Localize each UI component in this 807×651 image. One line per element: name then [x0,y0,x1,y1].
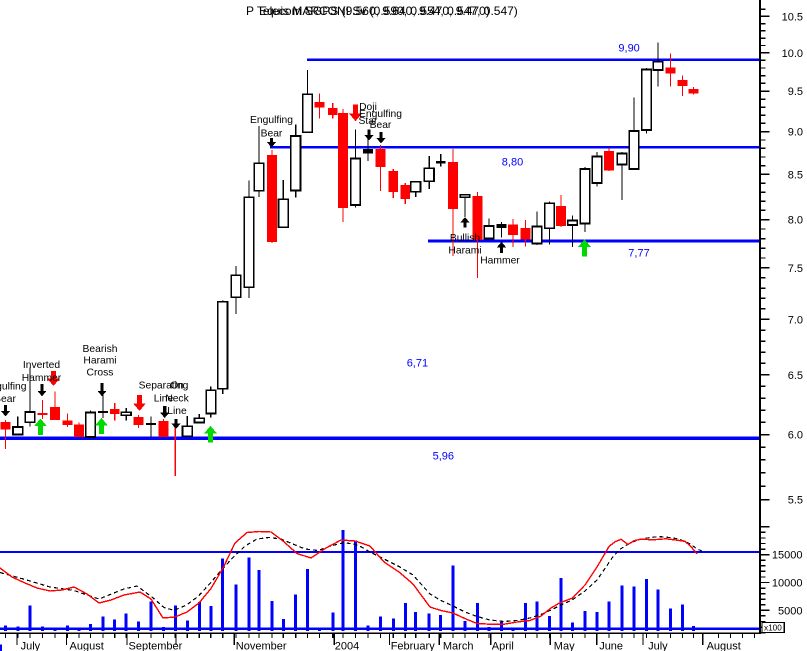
svg-text:15000: 15000 [772,550,803,562]
svg-text:Line: Line [167,406,187,417]
svg-text:7,77: 7,77 [628,248,649,260]
svg-text:July: July [21,641,41,651]
svg-text:6,71: 6,71 [407,358,428,370]
svg-text:8.0: 8.0 [788,215,803,227]
svg-text:x100: x100 [764,623,782,632]
svg-text:August: August [707,641,741,651]
svg-text:5.5: 5.5 [788,495,803,507]
svg-text:9.0: 9.0 [788,127,803,139]
svg-text:June: June [599,641,623,651]
svg-text:July: July [648,641,668,651]
svg-text:April: April [492,641,514,651]
svg-text:Hammer: Hammer [22,373,62,384]
svg-text:Separating: Separating [139,381,189,392]
svg-text:Engulfing: Engulfing [359,109,402,120]
svg-text:10.0: 10.0 [782,48,803,60]
svg-text:Hammer: Hammer [480,256,520,267]
svg-text:Harami: Harami [448,246,481,257]
svg-text:August: August [70,641,104,651]
svg-text:Line: Line [154,393,174,404]
svg-text:Bear: Bear [370,120,392,131]
svg-text:On: On [170,381,184,392]
svg-text:Doji: Doji [359,102,377,113]
svg-text:6.0: 6.0 [788,430,803,442]
svg-text:Harami: Harami [83,356,116,367]
svg-text:Neck: Neck [165,393,189,404]
svg-text:Bearish: Bearish [83,344,118,355]
svg-text:7.5: 7.5 [788,263,803,275]
svg-text:6.5: 6.5 [788,370,803,382]
svg-text:February: February [391,641,436,651]
svg-text:P Telecom SGPS (9.560, 9.640,: P Telecom SGPS (9.560, 9.640, 9.470, 9.4… [246,4,490,18]
svg-text:Bullish: Bullish [450,233,481,244]
svg-text:November: November [236,641,287,651]
svg-text:September: September [129,641,183,651]
svg-text:Star: Star [359,116,378,127]
svg-text:Inverted: Inverted [23,360,60,371]
svg-text:5000: 5000 [778,605,802,617]
svg-text:March: March [443,641,474,651]
svg-text:May: May [554,641,575,651]
svg-text:8,80: 8,80 [502,157,523,169]
svg-text:9.5: 9.5 [788,86,803,98]
svg-text:Cross: Cross [87,368,114,379]
svg-text:Bear: Bear [0,394,16,405]
svg-text:9,90: 9,90 [618,43,639,55]
svg-text:Engulfing: Engulfing [0,381,27,392]
svg-text:7.0: 7.0 [788,314,803,326]
svg-text:8.5: 8.5 [788,169,803,181]
svg-text:Bear: Bear [261,128,283,139]
svg-text:Equis MARCONI Sv (0.590, 0.554: Equis MARCONI Sv (0.590, 0.554, 0.547, 0… [259,4,518,18]
svg-text:10000: 10000 [772,578,803,590]
svg-text:Engulfing: Engulfing [250,115,293,126]
svg-text:5,96: 5,96 [433,451,454,463]
svg-text:10.5: 10.5 [782,11,803,23]
svg-text:2004: 2004 [335,641,359,651]
